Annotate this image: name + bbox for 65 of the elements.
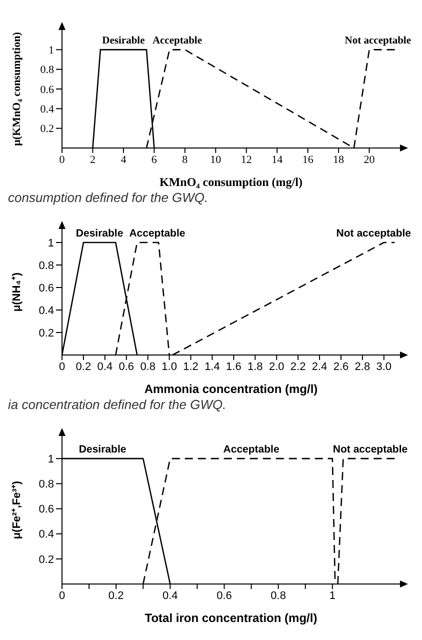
- x-tick-label: 14: [272, 154, 284, 166]
- x-tick-label: 1.4: [204, 360, 220, 373]
- x-tick-label: 2: [90, 154, 96, 166]
- x-tick-label: 0.6: [118, 360, 134, 373]
- text: consumption defined for the GWQ.: [8, 190, 210, 205]
- x-tick-label: 0.2: [76, 360, 92, 373]
- series-label: Acceptable: [129, 228, 186, 240]
- x-tick-label: 2.8: [354, 360, 370, 373]
- series-label: Not acceptable: [336, 228, 412, 240]
- x-tick-label: 10: [210, 154, 222, 166]
- x-tick-label: 4: [120, 154, 127, 166]
- y-tick-label: 1: [48, 453, 54, 466]
- x-tick-label: 1.0: [162, 360, 177, 373]
- series-label: Desirable: [102, 36, 146, 47]
- x-tick-label: 0: [59, 154, 66, 166]
- y-tick-label: 1: [48, 44, 54, 57]
- x-tick-label: 18: [333, 154, 345, 166]
- x-tick-label: 2.2: [290, 360, 306, 373]
- x-axis-title: Ammonia concentration (mg/l): [144, 382, 318, 396]
- x-tick-label: 2.6: [333, 360, 349, 373]
- x-tick-label: 2.4: [312, 360, 328, 373]
- series-label: Acceptable: [152, 36, 202, 47]
- x-tick-label: 1: [329, 590, 336, 602]
- x-tick-label: 0: [58, 590, 66, 602]
- y-tick-label: 0.2: [40, 123, 54, 136]
- y-tick-label: 0.6: [38, 504, 54, 516]
- x-tick-label: 3.0: [376, 360, 392, 373]
- y-tick-label: 0.8: [40, 64, 54, 76]
- y-tick-label: 0.8: [38, 478, 54, 491]
- x-tick-label: 0.4: [97, 360, 113, 373]
- y-axis-title: μ(Fe²⁺,Fe³⁺): [10, 480, 23, 540]
- series-label: Not acceptable: [332, 444, 408, 456]
- x-axis-title: KMnO₄ consumption (mg/l): [160, 175, 302, 189]
- series-label: Acceptable: [223, 444, 280, 456]
- y-axis-title: μ(NH₄⁺): [10, 272, 23, 312]
- y-tick-label: 0.2: [38, 554, 54, 566]
- x-tick-label: 1.6: [226, 360, 242, 373]
- y-tick-label: 1: [48, 237, 54, 250]
- x-tick-label: 0: [58, 360, 66, 373]
- x-tick-label: 16: [302, 154, 314, 166]
- series-label: Desirable: [76, 228, 124, 240]
- x-tick-label: 2.0: [268, 360, 284, 373]
- y-tick-label: 0.8: [38, 260, 54, 272]
- x-tick-label: 0.8: [270, 590, 286, 602]
- y-tick-label: 0.4: [38, 304, 54, 317]
- y-tick-label: 0.4: [38, 528, 54, 541]
- y-tick-label: 0.2: [38, 327, 54, 340]
- text: ia concentration defined for the GWQ.: [8, 397, 228, 412]
- x-tick-label: 0.2: [108, 590, 124, 602]
- x-tick-label: 1.2: [183, 360, 198, 373]
- x-tick-label: 1.8: [247, 360, 263, 373]
- x-tick-label: 12: [240, 154, 252, 166]
- x-tick-label: 0.4: [162, 590, 178, 602]
- series-label: Desirable: [78, 444, 126, 456]
- y-tick-label: 0.4: [40, 104, 54, 116]
- y-tick-label: 0.6: [40, 84, 54, 96]
- x-tick-label: 20: [364, 154, 376, 166]
- x-axis-title: Total iron concentration (mg/l): [144, 611, 318, 625]
- y-axis-title: μ(KMnO₄ consumption): [10, 32, 23, 146]
- y-tick-label: 0.6: [38, 282, 54, 294]
- series-label: Not acceptable: [344, 36, 412, 47]
- x-tick-label: 6: [151, 154, 158, 166]
- x-tick-label: 8: [182, 154, 188, 166]
- x-tick-label: 0.6: [216, 590, 232, 602]
- x-tick-label: 0.8: [140, 360, 156, 373]
